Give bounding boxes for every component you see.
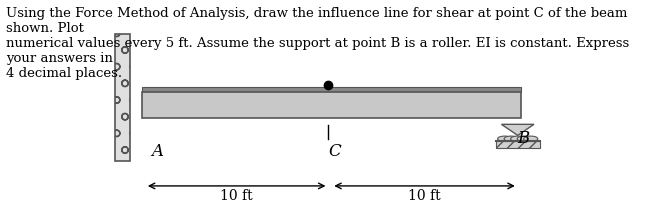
Circle shape <box>511 136 525 142</box>
Text: Using the Force Method of Analysis, draw the influence line for shear at point C: Using the Force Method of Analysis, draw… <box>6 7 629 80</box>
Bar <box>142 87 521 92</box>
Circle shape <box>504 136 518 142</box>
Circle shape <box>523 136 538 142</box>
Circle shape <box>517 136 531 142</box>
Text: 10 ft: 10 ft <box>220 189 253 203</box>
Text: C: C <box>328 143 341 160</box>
Bar <box>496 142 540 148</box>
Text: A: A <box>151 143 163 160</box>
Polygon shape <box>502 124 534 135</box>
Circle shape <box>498 136 512 142</box>
Text: B: B <box>517 130 530 147</box>
Bar <box>115 34 130 161</box>
Text: 10 ft: 10 ft <box>408 189 441 203</box>
Bar <box>142 92 521 118</box>
